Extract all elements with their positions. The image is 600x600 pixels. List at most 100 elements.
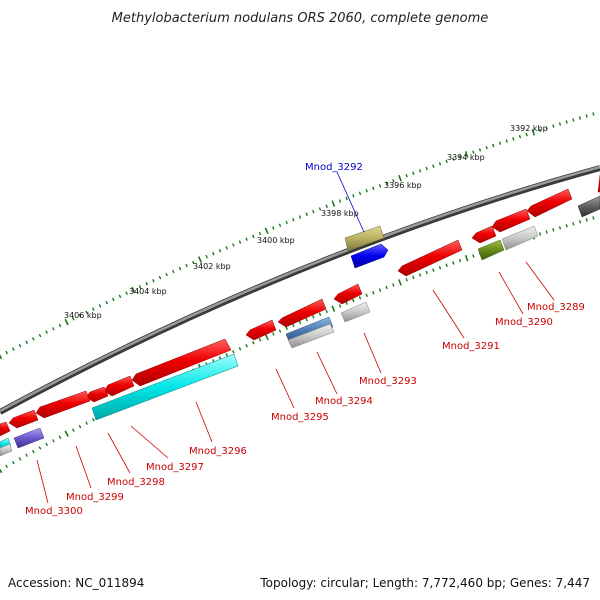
inner-tick-mark xyxy=(405,278,408,282)
reverse-strand-genes xyxy=(0,195,600,457)
outer-tick-mark xyxy=(545,126,548,130)
gene-mnod-3289 xyxy=(501,225,539,251)
outer-tick-mark xyxy=(158,275,162,280)
inner-tick-mark xyxy=(385,285,388,290)
inner-tick-mark xyxy=(5,464,9,469)
outer-tick-mark xyxy=(172,269,175,274)
outer-tick-mark xyxy=(31,337,35,341)
inner-tick-mark xyxy=(25,453,29,457)
gene-label-mnod-3295: Mnod_3295 xyxy=(271,412,329,423)
inner-tick-mark xyxy=(325,309,328,314)
outer-tick-mark xyxy=(505,139,508,143)
outer-tick-mark xyxy=(412,171,415,176)
topology-text: Topology: circular; Length: 7,772,460 bp… xyxy=(260,576,590,590)
inner-tick-mark xyxy=(11,460,15,465)
outer-tick-mark xyxy=(325,204,328,209)
outer-tick-mark xyxy=(585,114,588,118)
inner-tick-mark xyxy=(565,224,568,228)
outer-tick-mark xyxy=(278,223,282,227)
gene-arrow xyxy=(245,319,277,341)
outer-tick-mark xyxy=(378,183,382,188)
outer-tick-mark xyxy=(0,354,3,360)
inner-tick-mark xyxy=(438,265,442,270)
outer-tick-mark xyxy=(345,196,348,201)
outer-tick-mark xyxy=(292,217,295,222)
inner-tick-mark xyxy=(378,288,382,292)
outer-tick-mark xyxy=(51,327,55,331)
gene-labels: Mnod_3292 Mnod_3289 Mnod_3290 Mnod_3291 … xyxy=(25,162,585,517)
outer-tick-mark xyxy=(352,194,355,198)
inner-tick-mark xyxy=(312,315,315,319)
outer-tick-mark xyxy=(464,151,469,158)
inner-tick-mark xyxy=(538,232,542,236)
kbp-label-3392: 3392 kbp xyxy=(510,124,548,133)
outer-tick-mark xyxy=(238,240,242,244)
outer-tick-mark xyxy=(498,141,502,145)
outer-tick-mark xyxy=(305,212,308,217)
inner-tick-mark xyxy=(285,326,288,330)
outer-tick-mark xyxy=(145,282,148,286)
gene-arrow xyxy=(491,208,531,233)
outer-tick-mark xyxy=(58,323,62,328)
outer-tick-mark xyxy=(212,251,215,256)
inner-tick-mark xyxy=(412,275,415,280)
outer-tick-mark xyxy=(178,266,182,271)
inner-tick-mark xyxy=(225,353,228,357)
inner-tick-mark xyxy=(31,449,35,454)
outer-tick-mark xyxy=(432,164,435,168)
forward-strand-genes xyxy=(0,174,600,437)
gene-arrow xyxy=(103,375,135,397)
outer-tick-mark xyxy=(358,191,362,196)
outer-tick-mark xyxy=(78,313,82,318)
gene-mnod-3300 xyxy=(13,427,45,449)
inner-tick-mark xyxy=(238,346,242,351)
map-title: Methylobacterium nodulans ORS 2060, comp… xyxy=(112,11,489,26)
outer-tick-mark xyxy=(405,174,408,178)
inner-tick-mark xyxy=(18,457,22,461)
inner-tick-mark xyxy=(458,258,462,263)
outer-tick-mark xyxy=(185,263,188,268)
outer-tick-mark xyxy=(285,220,288,225)
gene-arrow xyxy=(35,390,91,419)
gene-arrow xyxy=(277,298,327,328)
outer-tick-mark xyxy=(385,181,388,185)
outer-tick-mark xyxy=(85,310,89,315)
gene-label-mnod-3300: Mnod_3300 xyxy=(25,506,83,517)
inner-tick-mark xyxy=(352,298,355,303)
outer-tick-mark xyxy=(258,231,262,236)
inner-tick-mark xyxy=(358,296,362,300)
kbp-labels: 3392 kbp 3394 kbp 3396 kbp 3398 kbp 3400… xyxy=(64,124,548,320)
kbp-label-3402: 3402 kbp xyxy=(193,262,231,271)
inner-tick-mark xyxy=(298,320,302,325)
outer-tick-mark xyxy=(5,350,9,355)
inner-tick-mark xyxy=(418,273,422,277)
outer-tick-mark xyxy=(318,207,322,211)
outer-tick-mark xyxy=(245,237,248,241)
gene-label-mnod-3289: Mnod_3289 xyxy=(527,302,585,313)
outer-tick-mark xyxy=(525,132,528,137)
outer-tick-mark xyxy=(538,128,542,133)
gene-arrow xyxy=(526,188,573,218)
gene-grey-edge xyxy=(0,443,13,457)
gene-mnod-3296 xyxy=(91,353,239,421)
inner-tick-mark xyxy=(45,442,49,447)
inner-tick-mark xyxy=(0,468,3,474)
gene-label-mnod-3297: Mnod_3297 xyxy=(146,462,204,473)
inner-tick-mark xyxy=(398,279,402,286)
outer-tick-mark xyxy=(445,159,448,164)
outer-tick-mark xyxy=(225,246,228,250)
outer-tick-mark xyxy=(64,318,69,326)
gene-dark xyxy=(577,195,600,218)
outer-tick-mark xyxy=(71,317,75,321)
kbp-label-3398: 3398 kbp xyxy=(321,209,359,218)
inner-tick-mark xyxy=(258,338,262,342)
gene-label-mnod-3298: Mnod_3298 xyxy=(107,477,165,488)
inner-tick-mark xyxy=(272,332,275,336)
outer-tick-mark xyxy=(372,186,375,190)
outer-tick-mark xyxy=(438,162,442,166)
outer-tick-mark xyxy=(512,137,515,141)
inner-tick-mark xyxy=(64,430,69,437)
outer-tick-mark xyxy=(298,215,302,219)
outer-tick-mark xyxy=(165,272,168,277)
